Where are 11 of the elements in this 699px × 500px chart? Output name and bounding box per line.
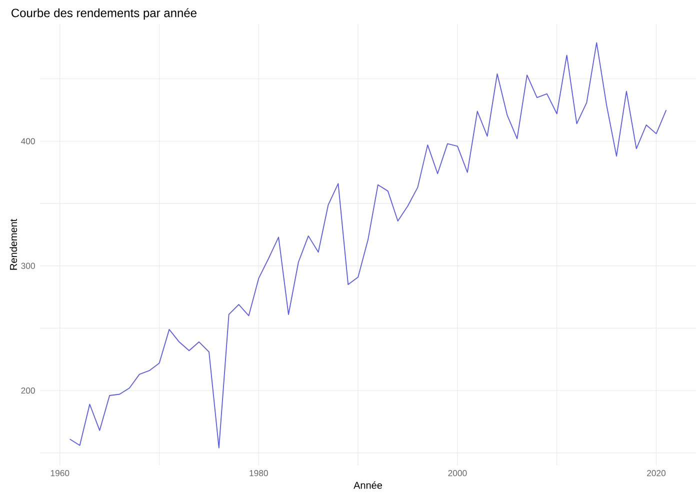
x-tick-label: 2020	[647, 470, 666, 476]
x-tick-label: 1980	[250, 470, 268, 476]
y-axis-title: Rendement	[10, 218, 18, 270]
x-axis-title: Année	[354, 481, 382, 489]
y-tick-label: 400	[21, 138, 35, 144]
chart-title: Courbe des rendements par année	[12, 8, 196, 20]
line-series	[69, 42, 667, 448]
y-tick-label: 200	[21, 387, 35, 394]
x-tick-label: 1960	[50, 470, 70, 476]
x-tick-label: 2000	[448, 470, 467, 476]
y-tick-label: 300	[21, 262, 35, 269]
